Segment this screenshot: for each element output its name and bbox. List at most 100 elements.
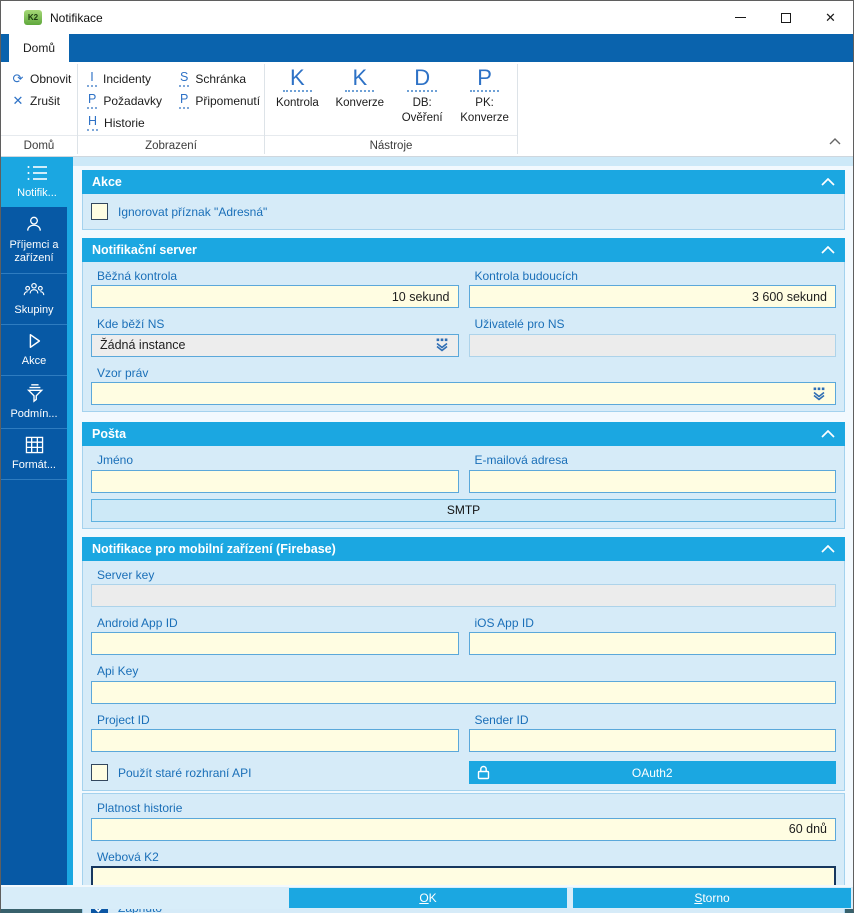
cancel-ribbon-button[interactable]: ✕ Zrušit <box>1 90 77 112</box>
bezna-kontrola-input[interactable]: 10 sekund <box>91 285 459 309</box>
android-app-id-input[interactable] <box>91 632 459 656</box>
sidebar-item-format[interactable]: Formát... <box>1 429 67 481</box>
ribbon-group-caption-domu: Domů <box>1 135 77 156</box>
ribbon-collapse-button[interactable] <box>829 132 841 150</box>
historie-key-icon: H <box>87 114 99 131</box>
ignore-flag-checkbox-row[interactable]: Ignorovat příznak "Adresná" <box>91 203 836 220</box>
window-title: Notifikace <box>50 10 103 25</box>
sidebar-item-notifikace[interactable]: Notifik... <box>1 157 73 208</box>
cancel-x-icon: ✕ <box>12 93 24 108</box>
sidebar-item-podminky[interactable]: Podmín... <box>1 376 67 430</box>
server-key-input <box>91 583 836 607</box>
sidebar-item-label: Skupiny <box>14 303 54 316</box>
chevron-up-icon <box>821 430 835 438</box>
api-key-input[interactable] <box>91 680 836 704</box>
sender-id-input[interactable] <box>468 729 836 753</box>
project-id-input[interactable] <box>91 729 459 753</box>
refresh-button[interactable]: ⟳ Obnovit <box>1 68 77 90</box>
storno-label-rest: torno <box>702 891 730 905</box>
platnost-historie-value: 60 dnů <box>788 822 827 837</box>
sidebar-item-akce[interactable]: Akce <box>1 325 67 376</box>
db-overeni-button[interactable]: D DB: Ověření <box>392 66 452 135</box>
collapse-section-button[interactable] <box>821 178 835 186</box>
ribbon-separator <box>77 64 78 154</box>
play-icon <box>29 333 41 348</box>
vzor-prav-label: Vzor práv <box>97 365 149 380</box>
section-header-notifikacni-server[interactable]: Notifikační server <box>82 238 845 262</box>
section-header-akce[interactable]: Akce <box>82 170 845 194</box>
sender-id-label: Sender ID <box>474 712 529 727</box>
refresh-label: Obnovit <box>30 72 72 86</box>
lookup-dropdown-icon[interactable] <box>434 338 450 352</box>
sidebar-item-label: Příjemci a zařízení <box>9 239 59 265</box>
sidebar-item-label: Akce <box>21 354 47 367</box>
sidebar-item-label: Podmín... <box>10 407 58 420</box>
minimize-button[interactable] <box>718 1 763 34</box>
ios-app-id-label: iOS App ID <box>474 615 534 630</box>
konverze-caption: Konverze <box>335 97 385 110</box>
project-id-label: Project ID <box>97 712 150 727</box>
section-notifikacni-server: Notifikační server Běžná kontrola 10 sek… <box>82 238 845 413</box>
kde-bezi-ns-label: Kde běží NS <box>97 317 165 332</box>
kde-bezi-ns-value: Žádná instance <box>100 338 186 353</box>
section-title: Notifikace pro mobilní zařízení (Firebas… <box>92 541 336 556</box>
collapse-section-button[interactable] <box>821 246 835 254</box>
historie-button[interactable]: H Historie <box>78 112 170 134</box>
oauth2-button[interactable]: OAuth2 <box>468 761 836 785</box>
section-posta: Pošta Jméno E-mailová adresa <box>82 422 845 529</box>
ribbon-group-caption-nastroje: Nástroje <box>265 135 517 156</box>
section-header-firebase[interactable]: Notifikace pro mobilní zařízení (Firebas… <box>82 536 845 561</box>
incidenty-button[interactable]: I Incidenty <box>78 68 170 90</box>
ios-app-id-input[interactable] <box>468 632 836 656</box>
k2-logo-icon: K2 <box>24 10 42 25</box>
jmeno-label: Jméno <box>97 453 134 468</box>
platnost-historie-input[interactable]: 60 dnů <box>91 817 836 841</box>
konverze-button[interactable]: K Konverze <box>330 66 390 135</box>
uzivatele-pro-ns-input <box>468 333 836 357</box>
content-top-band <box>73 157 853 166</box>
email-input[interactable] <box>468 469 836 493</box>
ribbon-separator <box>264 64 265 154</box>
bezna-kontrola-value: 10 sekund <box>391 289 450 304</box>
close-button[interactable]: ✕ <box>808 1 853 34</box>
tab-domu[interactable]: Domů <box>9 34 69 62</box>
historie-label: Historie <box>104 116 145 130</box>
minimize-icon <box>735 17 746 18</box>
kde-bezi-ns-dropdown[interactable]: Žádná instance <box>91 333 459 357</box>
section-header-posta[interactable]: Pošta <box>82 422 845 447</box>
jmeno-input[interactable] <box>91 469 459 493</box>
person-icon <box>27 216 41 231</box>
sidebar: Notifik... Příjemci a zařízení Skupiny A… <box>1 157 73 885</box>
old-api-checkbox-row[interactable]: Použít staré rozhraní API <box>91 764 459 782</box>
collapse-section-button[interactable] <box>821 544 835 553</box>
ignore-flag-checkbox <box>91 203 108 220</box>
lookup-dropdown-icon[interactable] <box>811 387 827 401</box>
ribbon: ⟳ Obnovit ✕ Zrušit Domů I Incidenty <box>1 62 853 157</box>
kontrola-budoucich-input[interactable]: 3 600 sekund <box>468 285 836 309</box>
old-api-label: Použít staré rozhraní API <box>118 765 252 780</box>
section-title: Pošta <box>92 427 127 442</box>
konverze-key-icon: K <box>345 66 375 93</box>
collapse-section-button[interactable] <box>821 430 835 438</box>
android-app-id-label: Android App ID <box>97 615 178 630</box>
pk-konverze-button[interactable]: P PK: Konverze <box>455 66 515 135</box>
ignore-flag-label: Ignorovat příznak "Adresná" <box>118 204 268 219</box>
pk-konverze-caption: PK: Konverze <box>460 97 509 125</box>
smtp-button[interactable]: SMTP <box>91 498 836 522</box>
kontrola-button[interactable]: K Kontrola <box>267 66 327 135</box>
pripomenuti-button[interactable]: P Připomenutí <box>170 90 260 112</box>
sidebar-item-skupiny[interactable]: Skupiny <box>1 274 67 325</box>
old-api-checkbox <box>91 764 108 782</box>
pozadavky-button[interactable]: P Požadavky <box>78 90 170 112</box>
schranka-label: Schránka <box>195 72 247 86</box>
schranka-button[interactable]: S Schránka <box>170 68 260 90</box>
sidebar-filler <box>1 480 67 885</box>
vzor-prav-input[interactable] <box>91 382 836 406</box>
cancel-label: Zrušit <box>30 94 60 108</box>
ribbon-group-nastroje: K Kontrola K Konverze D DB: Ověření P PK… <box>265 62 517 156</box>
maximize-icon <box>780 12 791 23</box>
maximize-button[interactable] <box>763 1 808 34</box>
sidebar-item-prijemci-a-zarizeni[interactable]: Příjemci a zařízení <box>1 207 67 274</box>
